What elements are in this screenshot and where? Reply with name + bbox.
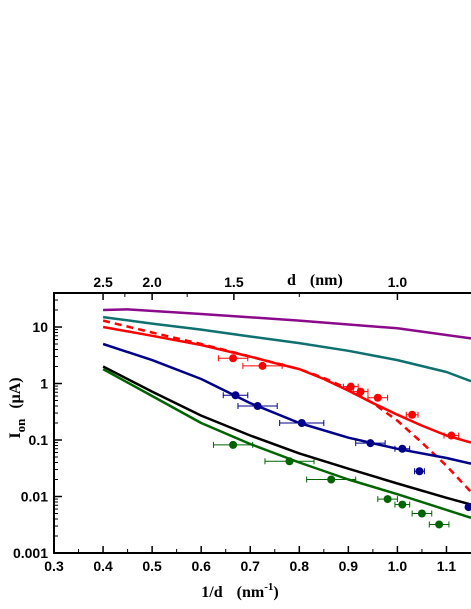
x-axis-title: 1/d (nm-1) [201, 581, 278, 601]
top-tick-label: 1.0 [388, 274, 408, 290]
series-line-5 [102, 365, 471, 506]
top-tick-label: 2.5 [93, 274, 113, 290]
plot-frame [53, 292, 471, 554]
data-point-1 [297, 419, 306, 427]
x-tick-label: 0.9 [339, 558, 359, 574]
x-axis-unit: (nm [237, 584, 265, 601]
data-point-0 [356, 387, 365, 396]
data-point-0 [447, 431, 456, 440]
data-point-1 [415, 467, 424, 476]
series-line-3 [102, 319, 471, 493]
y-axis-unit: (μA) [7, 377, 24, 408]
series-line-4 [102, 342, 471, 465]
series-line-6 [102, 368, 471, 519]
data-point-1 [231, 391, 240, 400]
x-tick-label: 1.0 [388, 558, 408, 574]
data-point-2 [398, 500, 407, 509]
y-tick-label: 1 [40, 376, 48, 392]
x-tick-label: 1.1 [437, 558, 457, 574]
data-point-1 [398, 444, 407, 453]
data-point-2 [417, 509, 426, 518]
data-point-1 [464, 503, 471, 512]
x-tick-label: 0.8 [290, 558, 310, 574]
data-point-2 [435, 520, 444, 529]
data-point-1 [253, 401, 262, 410]
y-axis-label: I [7, 432, 24, 438]
data-point-2 [383, 495, 392, 504]
y-tick-label: 0.1 [29, 432, 49, 448]
data-point-0 [229, 354, 238, 363]
series-line-2 [102, 325, 471, 444]
top-axis-unit: (nm) [310, 272, 343, 289]
top-tick-label: 1.5 [224, 274, 244, 290]
top-axis-title: d (nm) [287, 272, 343, 289]
data-point-2 [327, 475, 336, 484]
series-line-1 [102, 315, 471, 383]
data-point-0 [258, 361, 267, 370]
x-tick-label: 0.5 [142, 558, 162, 574]
top-axis-label: d [287, 272, 296, 289]
y-axis-label-subscript: on [13, 418, 28, 433]
axes: 0.3 0.4 0.5 0.6 0.7 0.8 0.9 1.0 1.1 2.5 2.0 1.5 1.0 0… [13, 274, 471, 574]
data-point-0 [373, 393, 382, 402]
data-point-0 [408, 410, 417, 419]
x-tick-label: 0.4 [93, 558, 113, 574]
x-axis-unit-superscript: -1 [264, 581, 273, 593]
data-points [212, 354, 471, 529]
series-line-0 [103, 308, 471, 340]
y-tick-label: 0.001 [13, 545, 48, 561]
data-point-2 [285, 457, 294, 466]
top-tick-label: 2.0 [142, 274, 162, 290]
x-axis-unit-close: ) [273, 584, 278, 601]
y-axis-title: Ion (μA) [7, 377, 28, 438]
data-point-1 [366, 439, 375, 448]
y-tick-label: 0.01 [21, 489, 48, 505]
y-tick-label: 10 [32, 319, 48, 335]
x-tick-label: 0.6 [191, 558, 211, 574]
data-point-2 [229, 440, 238, 449]
x-tick-label: 0.7 [241, 558, 261, 574]
x-tick-label: 0.3 [44, 558, 64, 574]
x-axis-label: 1/d [201, 584, 222, 601]
